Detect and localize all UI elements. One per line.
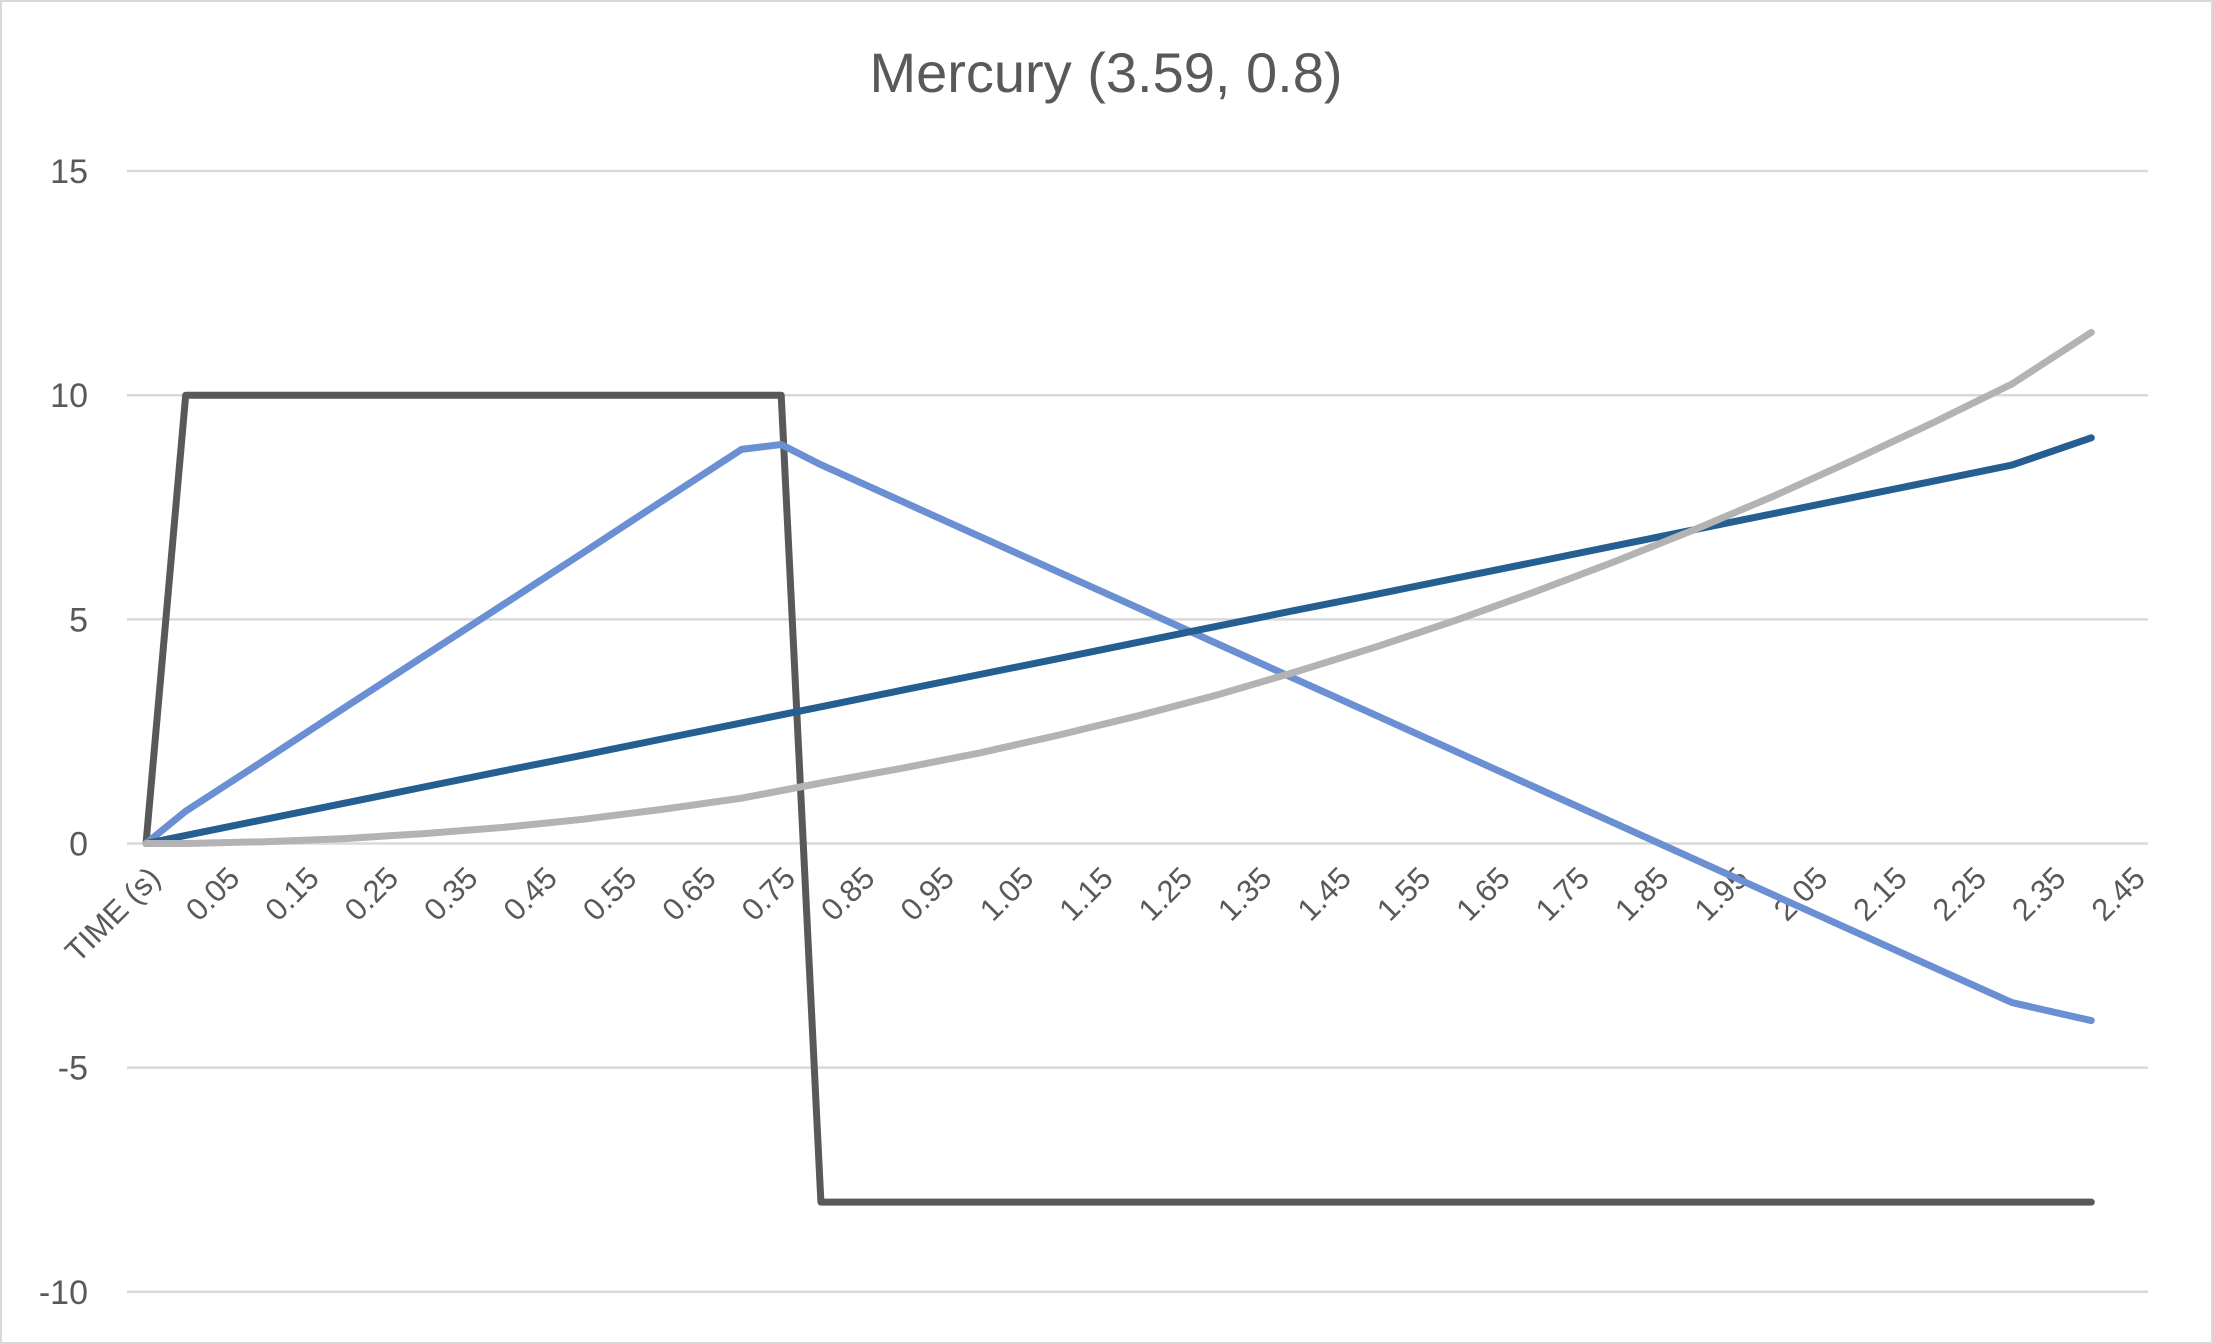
x-tick-label: 1.45 — [1291, 860, 1358, 927]
series-lines — [142, 328, 2095, 1206]
x-axis-tick-labels: TIME (s) 0.05 0.15 0.25 0.35 0.45 0.55 0.65 0.75… — [58, 860, 2152, 969]
chart-title: Mercury (3.59, 0.8) — [869, 41, 1342, 104]
x-tick-label: 2.15 — [1846, 860, 1913, 927]
series-line-2 — [142, 441, 2095, 1025]
series-line-4 — [142, 328, 2095, 847]
gridlines — [127, 169, 2148, 1294]
x-tick-label: 1.85 — [1608, 860, 1675, 927]
y-tick-label: -10 — [39, 1274, 88, 1312]
series-line-3 — [142, 434, 2095, 847]
x-tick-label: 0.95 — [894, 860, 961, 927]
y-tick-label: 0 — [69, 826, 88, 864]
x-tick-label: 1.25 — [1132, 860, 1199, 927]
x-tick-label: 0.55 — [576, 860, 643, 927]
x-tick-label: 2.45 — [2085, 860, 2152, 927]
x-tick-label: 1.05 — [973, 860, 1040, 927]
y-tick-label: 15 — [50, 153, 88, 191]
x-tick-label: 0.25 — [338, 860, 405, 927]
x-tick-label: 0.45 — [497, 860, 564, 927]
y-tick-label: -5 — [58, 1050, 88, 1088]
x-tick-label: 0.15 — [258, 860, 325, 927]
x-tick-label: 2.35 — [2005, 860, 2072, 927]
x-tick-label: TIME (s) — [58, 860, 167, 969]
x-tick-label: 0.85 — [814, 860, 881, 927]
x-tick-label: 1.55 — [1370, 860, 1437, 927]
series-line-1 — [142, 391, 2095, 1206]
y-tick-label: 10 — [50, 377, 88, 415]
x-tick-label: 0.65 — [655, 860, 722, 927]
x-tick-label: 0.35 — [417, 860, 484, 927]
x-tick-label: 1.15 — [1052, 860, 1119, 927]
y-axis-tick-labels: 15 10 5 0 -5 -10 — [39, 153, 88, 1312]
x-tick-label: 0.75 — [735, 860, 802, 927]
x-tick-label: 1.65 — [1449, 860, 1516, 927]
x-tick-label: 1.75 — [1529, 860, 1596, 927]
x-tick-label: 2.25 — [1926, 860, 1993, 927]
x-tick-label: 0.05 — [179, 860, 246, 927]
y-tick-label: 5 — [69, 601, 88, 639]
x-tick-label: 1.35 — [1211, 860, 1278, 927]
